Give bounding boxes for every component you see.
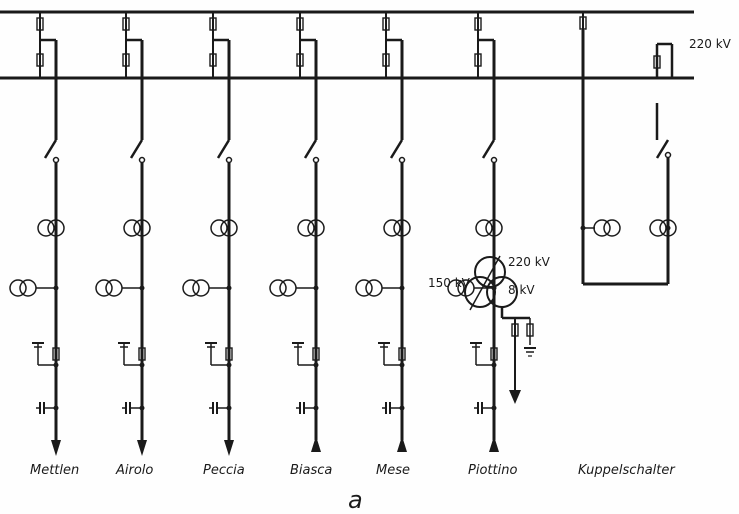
- line-disconnector-icon: [398, 347, 406, 361]
- arrow-down-icon: [51, 440, 61, 456]
- feeder-label-mese: Mese: [376, 463, 410, 478]
- transformer-secondary-label: 150 kV: [428, 276, 471, 290]
- arrow-up-icon: [311, 436, 321, 452]
- feeder-bay-airolo: Airolo: [95, 12, 153, 478]
- tertiary-arrow-icon: [509, 390, 521, 404]
- coupler-disconnector-icon: [579, 16, 587, 30]
- circuit-breaker-icon: [303, 139, 318, 159]
- voltage-transformer-icon: [9, 279, 27, 297]
- feeder-bay-biasca: Biasca: [269, 12, 332, 478]
- circuit-breaker-icon: [43, 139, 58, 159]
- bus-disconnector-icon: [474, 17, 482, 31]
- feeder-label-mettlen: Mettlen: [30, 463, 79, 478]
- coupler-label: Kuppelschalter: [578, 463, 676, 478]
- bus-disconnector-icon: [296, 17, 304, 31]
- feeder-bay-peccia: Peccia: [182, 12, 245, 478]
- circuit-breaker-icon: [129, 139, 144, 159]
- arrow-up-icon: [489, 436, 499, 452]
- line-disconnector-icon: [490, 347, 498, 361]
- feeder-bay-piottino: Piottino: [447, 12, 517, 478]
- feeder-bay-mese: Mese: [355, 12, 411, 478]
- coupler-breaker-icon: [655, 139, 670, 159]
- transformer-primary-label: 220 kV: [508, 255, 551, 269]
- voltage-transformer-icon: [182, 279, 200, 297]
- current-transformer-icon: [383, 219, 401, 237]
- current-transformer-icon: [210, 219, 228, 237]
- transformer-winding-220-icon: [474, 256, 506, 288]
- current-transformer-icon: [475, 219, 493, 237]
- piottino-transformer: 220 kV 150 kV 8 kV: [428, 255, 551, 404]
- coupler-ct2-icon: [649, 219, 667, 237]
- feeder-label-piottino: Piottino: [468, 463, 517, 478]
- coupler-bay: [579, 12, 677, 286]
- busbar-voltage-label: 220 kV: [689, 37, 732, 51]
- bus-disconnector-icon: [36, 17, 44, 31]
- current-transformer-icon: [37, 219, 55, 237]
- coupler-ct-icon: [593, 219, 611, 237]
- feeder-label-biasca: Biasca: [290, 463, 332, 478]
- feeder-bay-mettlen: Mettlen: [9, 12, 79, 478]
- current-transformer-icon: [297, 219, 315, 237]
- bus-disconnector-icon: [209, 17, 217, 31]
- bus-disconnector-icon: [382, 17, 390, 31]
- voltage-transformer-icon: [269, 279, 287, 297]
- current-transformer-icon: [123, 219, 141, 237]
- circuit-breaker-icon: [481, 139, 496, 159]
- transformer-winding-150-icon: [464, 276, 496, 308]
- feeder-label-peccia: Peccia: [203, 463, 245, 478]
- transformer-tertiary-label: 8 kV: [508, 283, 535, 297]
- line-disconnector-icon: [312, 347, 320, 361]
- arrow-down-icon: [137, 440, 147, 456]
- circuit-breaker-icon: [216, 139, 231, 159]
- line-disconnector-icon: [52, 347, 60, 361]
- line-disconnector-icon: [225, 347, 233, 361]
- feeder-label-airolo: Airolo: [115, 463, 153, 478]
- voltage-transformer-icon: [447, 279, 465, 297]
- line-disconnector-icon: [138, 347, 146, 361]
- circuit-breaker-icon: [389, 139, 404, 159]
- voltage-transformer-icon: [355, 279, 373, 297]
- arrow-up-icon: [397, 436, 407, 452]
- figure-letter: a: [348, 486, 363, 514]
- arrow-down-icon: [224, 440, 234, 456]
- voltage-transformer-icon: [95, 279, 113, 297]
- bus-disconnector-icon: [122, 17, 130, 31]
- feeders-group: Mettlen Airolo Peccia Biasca Mese Piottino: [9, 12, 517, 478]
